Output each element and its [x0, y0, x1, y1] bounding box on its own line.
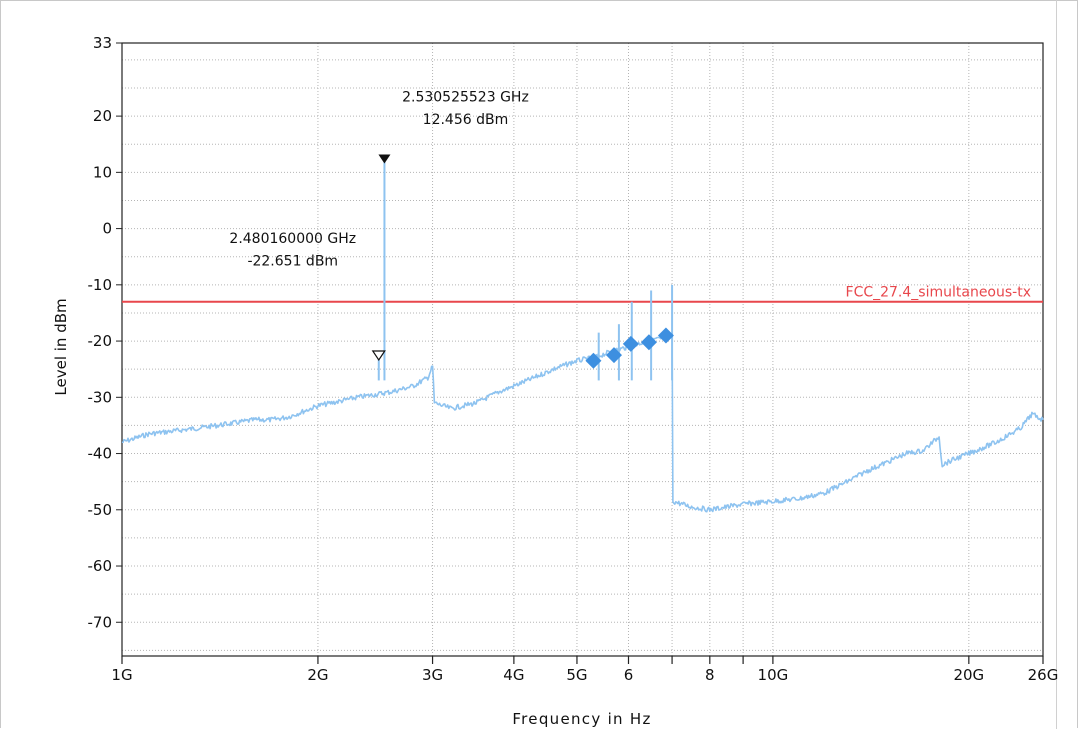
measurement-diamond	[585, 352, 602, 369]
reference-marker-triangle	[371, 350, 386, 362]
x-tick-label: 3G	[422, 666, 443, 684]
x-tick-label: 5G	[566, 666, 587, 684]
x-tick-label: 1G	[111, 666, 132, 684]
x-tick-label: 2G	[307, 666, 328, 684]
y-tick-label: 33	[93, 34, 112, 52]
y-tick-label: -70	[88, 613, 113, 631]
x-tick-label: 10G	[758, 666, 789, 684]
marker-group: 2.530525523 GHz 12.456 dBm 2.480160000 GHz…	[229, 89, 674, 369]
reference-marker-level: -22.651 dBm	[247, 254, 338, 270]
x-tick-label: 6	[624, 666, 634, 684]
y-tick-label: -10	[88, 276, 113, 294]
y-tick-label: -30	[88, 388, 113, 406]
y-tick-label: 20	[93, 107, 112, 125]
y-tick-label: -50	[88, 501, 113, 519]
axes: 33 20 10 0 -10 -20 -30 -40 -50 -60 -70 1G 2G 3G 4G 5G 6 8…	[88, 34, 1059, 684]
measurement-diamond	[605, 347, 622, 364]
y-tick-label: -40	[88, 445, 113, 463]
y-tick-label: -60	[88, 557, 113, 575]
peak-marker-frequency: 2.530525523 GHz	[402, 89, 529, 105]
grid	[121, 43, 1044, 656]
x-tick-label: 20G	[953, 666, 984, 684]
peak-marker-triangle	[378, 154, 391, 164]
reference-marker-frequency: 2.480160000 GHz	[229, 231, 356, 247]
y-tick-label: -20	[88, 332, 113, 350]
peak-marker-level: 12.456 dBm	[423, 112, 509, 128]
limit-line-label: FCC_27.4_simultaneous-tx	[846, 285, 1031, 301]
x-tick-label: 26G	[1028, 666, 1059, 684]
window-border	[1056, 0, 1057, 729]
limit-line-group: FCC_27.4_simultaneous-tx	[122, 285, 1043, 303]
measurement-diamond	[640, 334, 657, 351]
plot-frame	[121, 42, 1044, 657]
x-tick-label: 4G	[503, 666, 524, 684]
spectrum-trace	[121, 332, 1044, 513]
y-axis-title: Level in dBm	[52, 298, 70, 395]
trace-group	[121, 158, 1044, 513]
y-tick-label: 10	[93, 163, 112, 181]
x-tick-label: 8	[705, 666, 715, 684]
x-axis-title: Frequency in Hz	[512, 710, 651, 728]
measurement-diamond	[622, 335, 639, 352]
y-tick-label: 0	[102, 220, 112, 238]
measurement-diamond	[657, 327, 674, 344]
